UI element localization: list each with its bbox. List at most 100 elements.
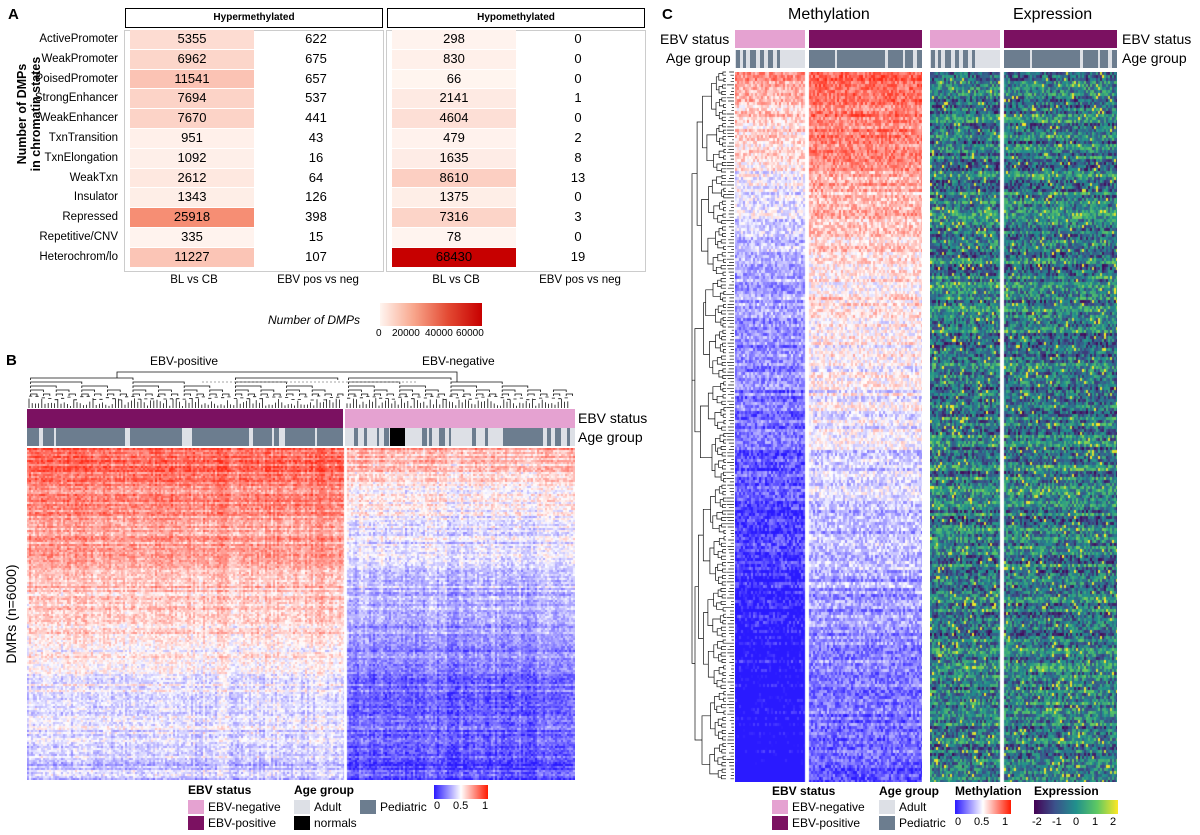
panel-b-letter: B xyxy=(6,352,17,369)
count-legend-title: Number of DMPs xyxy=(268,313,361,327)
count-cell: 43 xyxy=(308,130,324,145)
row-label: Repetitive/CNV xyxy=(39,231,118,243)
b-legend-pediatric: Pediatric xyxy=(360,800,427,814)
count-cell: 7670 xyxy=(130,109,254,128)
c-swatch-pediatric xyxy=(879,816,895,830)
age-segment-pediatric xyxy=(555,428,561,446)
count-tick-60000: 60000 xyxy=(456,328,484,339)
count-cell: 2612 xyxy=(130,168,254,188)
row-label: PoisedPromoter xyxy=(35,72,118,85)
c-legend-ebv-positive-label: EBV-positive xyxy=(792,816,861,830)
age-segment-pediatric xyxy=(472,428,476,446)
count-cell: 2 xyxy=(574,130,582,145)
c-swatch-adult xyxy=(879,800,895,814)
ann-age-label-c-right: Age group xyxy=(1122,50,1187,66)
xlabel-hypo-bl: BL vs CB xyxy=(432,274,480,286)
count-cell: 25918 xyxy=(130,208,254,227)
age-segment-adult xyxy=(182,428,192,446)
age-segment-pediatric xyxy=(768,50,773,68)
count-cell: 1 xyxy=(574,90,582,106)
xlabel-hypo-ebv: EBV pos vs neg xyxy=(539,274,621,286)
count-cell: 107 xyxy=(305,248,327,264)
age-segment-adult xyxy=(1098,50,1100,68)
swatch-adult xyxy=(294,800,310,814)
count-cell: 479 xyxy=(392,129,516,148)
panel-a-box-hypo xyxy=(386,30,646,272)
count-cell: 657 xyxy=(305,70,327,86)
count-cell: 622 xyxy=(305,31,327,46)
age-segment-pediatric xyxy=(377,428,379,446)
count-legend-colorbar xyxy=(380,303,482,326)
age-segment-pediatric xyxy=(547,428,551,446)
age-segment-adult xyxy=(835,50,837,68)
c-legend-meth-title: Methylation xyxy=(955,784,1022,798)
count-cell: 441 xyxy=(305,110,327,126)
count-cell: 298 xyxy=(392,30,516,49)
count-cell: 0 xyxy=(574,70,582,86)
count-tick-0: 0 xyxy=(376,328,382,339)
age-segment-pediatric xyxy=(364,428,367,446)
count-cell: 15 xyxy=(308,229,324,244)
count-cell: 11227 xyxy=(130,247,254,267)
count-tick-40000: 40000 xyxy=(425,328,453,339)
age-group-bar-b xyxy=(27,428,575,446)
c-legend-ebv-positive: EBV-positive xyxy=(772,816,860,830)
c-legend-pediatric: Pediatric xyxy=(879,816,946,830)
age-segment-adult xyxy=(272,428,274,446)
title-methylation: Methylation xyxy=(788,6,870,23)
age-segment-pediatric xyxy=(931,50,935,68)
c-legend-age-title: Age group xyxy=(879,784,939,798)
age-segment-pediatric xyxy=(503,428,543,446)
count-cell: 0 xyxy=(574,189,582,205)
c-ebv-bar-meth-pos xyxy=(809,30,922,48)
count-cell: 537 xyxy=(305,90,327,106)
c-legend-ebv-negative-label: EBV-negative xyxy=(792,800,865,814)
b-legend-normals: normals xyxy=(294,816,357,830)
count-cell: 398 xyxy=(305,209,327,225)
age-segment-pediatric xyxy=(963,50,968,68)
age-segment-pediatric xyxy=(743,50,746,68)
panel-a-letter: A xyxy=(8,6,19,23)
c-age-group-bar xyxy=(735,50,1117,68)
c-legend-adult-label: Adult xyxy=(899,800,927,814)
age-segment-adult xyxy=(249,428,253,446)
title-expression: Expression xyxy=(1013,6,1093,23)
c-expr-tick-0: 0 xyxy=(1073,816,1080,828)
b-legend-ebv-positive: EBV-positive xyxy=(188,816,276,830)
panel-c-expression-heatmap xyxy=(930,72,1117,782)
age-segment-pediatric xyxy=(736,50,740,68)
row-label: ActivePromoter xyxy=(39,33,118,45)
count-cell: 0 xyxy=(574,229,582,244)
count-cell: 7316 xyxy=(392,208,516,227)
age-segment-adult xyxy=(279,428,285,446)
panel-b-methylation-heatmap xyxy=(27,448,575,780)
c-expr-tick-2: 2 xyxy=(1110,816,1117,828)
count-cell: 675 xyxy=(305,50,327,66)
b-scale-tick-1: 1 xyxy=(482,800,489,812)
c-legend-ebv-title: EBV status xyxy=(772,784,836,798)
count-cell: 4604 xyxy=(392,109,516,128)
c-meth-tick-05: 0.5 xyxy=(974,816,990,828)
count-cell: 11541 xyxy=(130,69,254,89)
strip-hypermethylated: Hypermethylated xyxy=(125,8,383,28)
count-cell: 0 xyxy=(574,50,582,66)
group-label-ebv-positive: EBV-positive xyxy=(150,354,219,368)
c-legend-pediatric-label: Pediatric xyxy=(899,816,946,830)
panel-c-dendrogram xyxy=(691,71,734,780)
c-methylation-colorbar xyxy=(955,800,1011,814)
count-cell: 1635 xyxy=(392,148,516,168)
age-segment-pediatric xyxy=(384,428,389,446)
count-cell: 830 xyxy=(392,49,516,69)
c-expression-colorbar xyxy=(1034,800,1118,814)
swatch-pediatric xyxy=(360,800,376,814)
b-legend-adult: Adult xyxy=(294,800,341,814)
b-legend-ebv-positive-label: EBV-positive xyxy=(208,816,277,830)
count-cell: 13 xyxy=(570,169,586,185)
swatch-ebv-positive xyxy=(188,816,204,830)
dendrogram-branches xyxy=(691,71,734,780)
row-label: StrongEnhancer xyxy=(34,92,118,105)
age-segment-adult xyxy=(903,50,905,68)
c-expr-tick-1: 1 xyxy=(1092,816,1099,828)
panel-b-ylabel: DMRs (n=6000) xyxy=(3,564,19,664)
count-cell: 1092 xyxy=(130,148,254,168)
